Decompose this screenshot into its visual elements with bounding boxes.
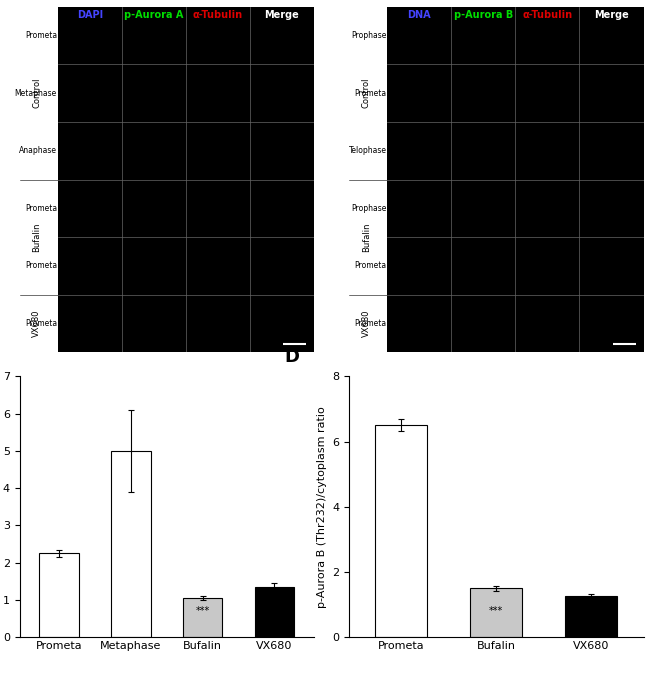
Text: Control: Control xyxy=(362,78,371,108)
Text: Metaphase: Metaphase xyxy=(15,88,57,98)
Text: Prophase: Prophase xyxy=(351,204,387,213)
Bar xyxy=(111,451,151,637)
Text: Prometa: Prometa xyxy=(354,319,387,328)
Text: Control: Control xyxy=(32,78,41,108)
Text: Prometa: Prometa xyxy=(25,31,57,40)
Bar xyxy=(375,425,428,637)
Bar xyxy=(255,587,294,637)
Text: ***: *** xyxy=(196,606,210,616)
Text: Bufalin: Bufalin xyxy=(362,223,371,252)
Text: p-Aurora B: p-Aurora B xyxy=(454,10,513,20)
Text: DNA: DNA xyxy=(408,10,431,20)
Text: DAPI: DAPI xyxy=(77,10,103,20)
Text: Prometa: Prometa xyxy=(25,319,57,328)
Text: Prometa: Prometa xyxy=(354,88,387,98)
Text: Prometa: Prometa xyxy=(25,262,57,271)
Text: Bufalin: Bufalin xyxy=(32,223,41,252)
Text: Merge: Merge xyxy=(594,10,629,20)
Y-axis label: p-Aurora B (Thr232)/cytoplasm ratio: p-Aurora B (Thr232)/cytoplasm ratio xyxy=(317,406,327,608)
Text: VX680: VX680 xyxy=(32,310,41,337)
Text: ***: *** xyxy=(267,606,281,616)
Bar xyxy=(39,553,79,637)
Text: Prometa: Prometa xyxy=(354,262,387,271)
Bar xyxy=(470,588,523,637)
Text: Telophase: Telophase xyxy=(348,147,387,155)
Text: Merge: Merge xyxy=(265,10,299,20)
Text: Prophase: Prophase xyxy=(351,31,387,40)
Text: D: D xyxy=(285,348,300,366)
Bar xyxy=(565,597,618,637)
Text: α-Tubulin: α-Tubulin xyxy=(523,10,573,20)
Text: p-Aurora A: p-Aurora A xyxy=(124,10,183,20)
Bar xyxy=(183,598,222,637)
Text: Prometa: Prometa xyxy=(25,204,57,213)
Text: Anaphase: Anaphase xyxy=(19,147,57,155)
Text: ***: *** xyxy=(489,606,504,616)
Text: VX680: VX680 xyxy=(362,310,371,337)
Text: α-Tubulin: α-Tubulin xyxy=(193,10,243,20)
Text: ***: *** xyxy=(584,606,599,616)
